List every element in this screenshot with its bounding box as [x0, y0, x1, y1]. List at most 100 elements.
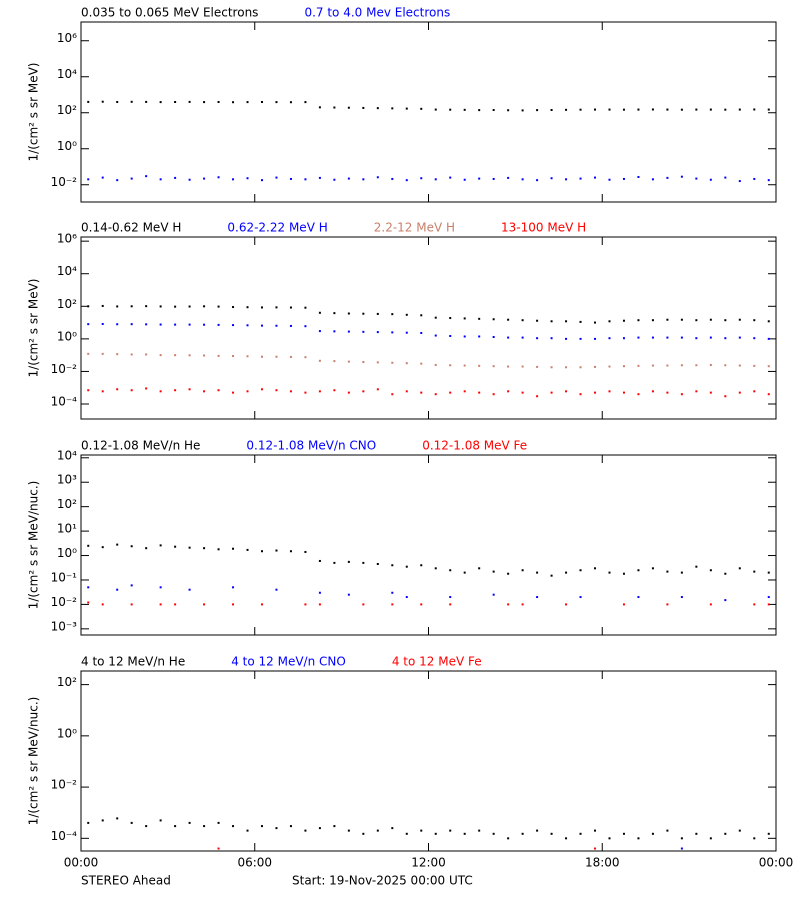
legend-label: 0.7 to 4.0 Mev Electrons — [304, 6, 450, 20]
data-point — [87, 178, 90, 181]
data-point — [232, 355, 235, 358]
data-point — [246, 101, 249, 104]
data-point — [492, 832, 495, 835]
data-point — [347, 829, 350, 832]
data-point — [362, 106, 365, 109]
data-point — [347, 560, 350, 563]
data-point — [492, 177, 495, 180]
data-point — [622, 572, 625, 575]
data-point — [680, 175, 683, 178]
data-point — [579, 596, 582, 599]
data-point — [275, 176, 278, 179]
legend-label: 4 to 12 MeV/n He — [81, 655, 185, 669]
data-point — [289, 355, 292, 358]
data-point — [362, 330, 365, 333]
data-point — [130, 353, 133, 356]
data-point — [246, 177, 249, 180]
data-point — [174, 323, 177, 326]
data-point — [145, 387, 148, 390]
data-point — [637, 175, 640, 178]
data-point — [246, 324, 249, 327]
data-point — [203, 101, 206, 104]
data-point — [550, 320, 553, 323]
data-point — [246, 829, 249, 832]
data-point — [159, 354, 162, 357]
data-point — [521, 365, 524, 368]
data-point — [232, 586, 235, 589]
data-point — [101, 603, 104, 606]
data-point — [680, 837, 683, 840]
data-point — [594, 365, 597, 368]
data-point — [260, 550, 263, 553]
data-point — [478, 177, 481, 180]
data-point — [521, 178, 524, 181]
data-point — [521, 832, 524, 835]
data-point — [232, 101, 235, 104]
data-point — [405, 390, 408, 393]
x-tick-label: 12:00 — [411, 856, 446, 870]
data-point — [203, 177, 206, 180]
data-point — [159, 544, 162, 547]
data-point — [478, 317, 481, 320]
data-point — [188, 388, 191, 391]
y-tick-label: 10³ — [57, 473, 77, 487]
data-point — [130, 305, 133, 308]
data-point — [87, 821, 90, 824]
data-point — [666, 336, 669, 339]
legend-label: 0.12-1.08 MeV/n He — [81, 439, 200, 453]
x-tick-label: 18:00 — [585, 856, 620, 870]
data-point — [420, 314, 423, 317]
data-point — [579, 337, 582, 340]
y-tick-label: 10⁰ — [57, 329, 77, 343]
data-point — [246, 355, 249, 358]
data-point — [174, 176, 177, 179]
data-point — [376, 388, 379, 391]
data-point — [318, 359, 321, 362]
data-point — [87, 601, 90, 604]
data-point — [188, 354, 191, 357]
data-point — [622, 365, 625, 368]
data-point — [579, 393, 582, 396]
legend-label: 4 to 12 MeV Fe — [392, 655, 482, 669]
data-point — [579, 832, 582, 835]
data-point — [695, 390, 698, 393]
data-point — [333, 106, 336, 109]
data-point — [101, 390, 104, 393]
data-point — [724, 572, 727, 575]
data-point — [651, 390, 654, 393]
data-point — [449, 829, 452, 832]
data-point — [203, 305, 206, 308]
data-point — [478, 391, 481, 394]
data-point — [188, 100, 191, 103]
data-point — [449, 334, 452, 337]
data-point — [738, 364, 741, 367]
data-point — [521, 319, 524, 322]
data-point — [391, 591, 394, 594]
data-point — [188, 821, 191, 824]
data-point — [420, 107, 423, 110]
data-point — [116, 179, 119, 182]
data-point — [492, 318, 495, 321]
data-point — [275, 101, 278, 104]
data-point — [391, 603, 394, 606]
data-point — [275, 389, 278, 392]
data-point — [666, 318, 669, 321]
data-point — [217, 323, 220, 326]
data-point — [478, 829, 481, 832]
data-point — [565, 390, 568, 393]
data-point — [174, 545, 177, 548]
data-point — [449, 176, 452, 179]
data-point — [304, 178, 307, 181]
data-point — [463, 390, 466, 393]
data-point — [289, 306, 292, 309]
data-point — [637, 837, 640, 840]
data-point — [232, 825, 235, 828]
data-point — [376, 829, 379, 832]
data-point — [608, 320, 611, 323]
data-point — [116, 353, 119, 356]
data-point — [492, 593, 495, 596]
data-point — [289, 177, 292, 180]
data-point — [738, 391, 741, 394]
data-point — [232, 306, 235, 309]
data-point — [289, 550, 292, 553]
